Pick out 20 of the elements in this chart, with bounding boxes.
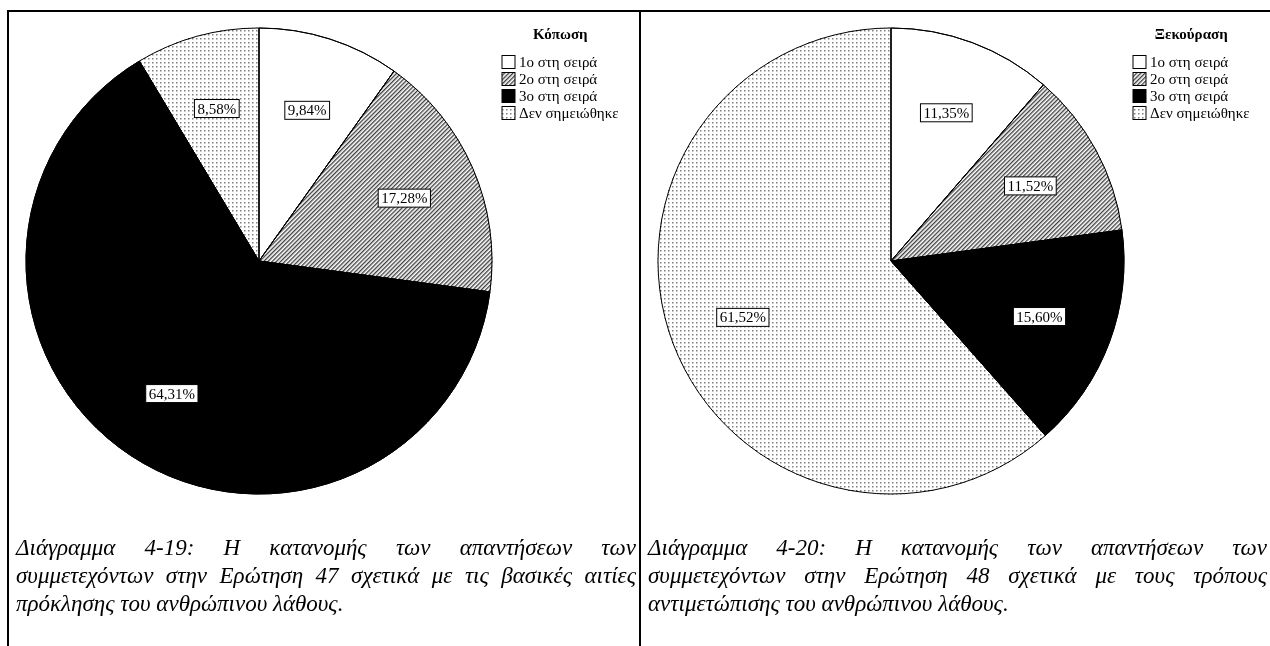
legend-label: 2ο στη σειρά xyxy=(519,71,598,88)
legend-label: 1ο στη σειρά xyxy=(519,54,598,71)
data-label: 15,60% xyxy=(1016,308,1063,325)
legend-label: 3ο στη σειρά xyxy=(519,88,598,105)
data-label: 61,52% xyxy=(719,309,766,326)
legend-title: Ξεκούραση xyxy=(1154,26,1228,43)
text: Διάγραμμα 4-20: Η κατανομής των απαντήσεων των συμμετεχόντων στην Ερώτηση 48 σχετικά με τους τρόπους αντιμετώπισης του ανθρώπινου λάθους. xyxy=(648,534,1267,618)
legend-label: 2ο στη σειρά xyxy=(1150,71,1229,88)
legend-label: Δεν σημειώθηκε xyxy=(1150,105,1250,122)
data-label: 11,52% xyxy=(1007,177,1054,194)
data-label: 9,84% xyxy=(287,102,327,119)
legend-label: 3ο στη σειρά xyxy=(1150,88,1229,105)
legend-title: Κόπωση xyxy=(532,26,588,43)
legend-label: Δεν σημειώθηκε xyxy=(519,105,619,122)
data-label: 64,31% xyxy=(148,385,195,402)
text: Διάγραμμα 4-19: Η κατανομής των απαντήσεων των συμμετεχόντων στην Ερώτηση 47 σχετικά με τις βασικές αιτίες πρόκλησης του ανθρώπινου λάθους. xyxy=(16,534,636,618)
data-label: 17,28% xyxy=(381,190,428,207)
data-label: 11,35% xyxy=(923,104,970,121)
data-label: 8,58% xyxy=(197,100,237,117)
legend-label: 1ο στη σειρά xyxy=(1150,54,1229,71)
